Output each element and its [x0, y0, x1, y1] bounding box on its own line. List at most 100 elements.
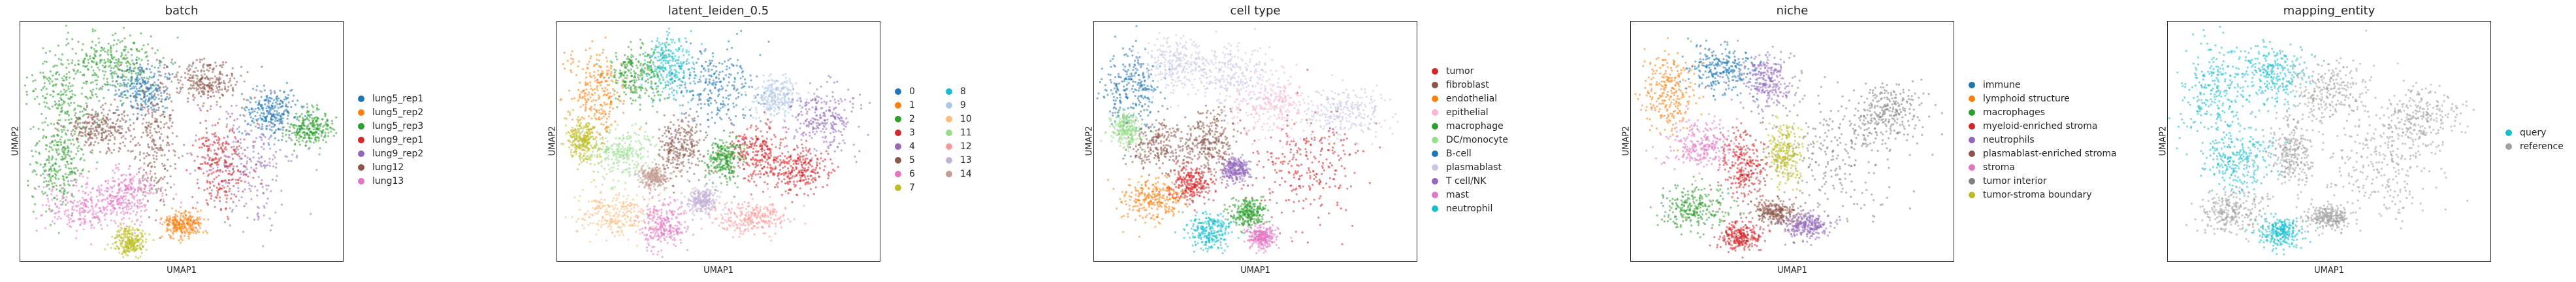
- data-point: [290, 139, 293, 141]
- data-point: [78, 131, 81, 133]
- data-point: [235, 205, 238, 207]
- data-point: [57, 215, 60, 218]
- data-point: [106, 201, 109, 203]
- data-point: [263, 116, 266, 119]
- data-point: [78, 117, 81, 120]
- data-point: [95, 130, 98, 132]
- data-point: [91, 213, 94, 216]
- data-point: [45, 204, 48, 207]
- data-point: [151, 116, 153, 118]
- data-point: [86, 104, 89, 107]
- data-point: [260, 96, 263, 98]
- data-point: [83, 113, 86, 116]
- data-point: [56, 151, 58, 154]
- data-point: [745, 94, 747, 96]
- data-point: [124, 137, 127, 140]
- data-point: [251, 111, 254, 114]
- data-point: [90, 226, 93, 229]
- data-point: [95, 83, 98, 86]
- data-point: [268, 164, 271, 167]
- data-point: [703, 89, 705, 92]
- data-point: [605, 121, 608, 124]
- data-point: [681, 112, 683, 115]
- data-point: [669, 75, 672, 77]
- data-point: [55, 148, 57, 150]
- data-point: [216, 164, 218, 166]
- data-point: [142, 106, 144, 109]
- data-point: [56, 143, 59, 146]
- data-point: [201, 162, 204, 166]
- data-point: [716, 107, 719, 109]
- legend-item: lung9_rep1: [358, 135, 423, 145]
- data-point: [322, 129, 325, 132]
- data-point: [58, 165, 61, 167]
- data-point: [118, 178, 120, 181]
- data-point: [733, 105, 735, 108]
- data-point: [167, 126, 170, 129]
- cluster-points: [95, 48, 193, 128]
- data-point: [742, 114, 745, 116]
- data-point: [148, 92, 151, 95]
- data-point: [168, 144, 170, 147]
- data-point: [65, 196, 68, 198]
- data-point: [709, 102, 713, 105]
- data-point: [261, 107, 263, 109]
- data-point: [647, 73, 650, 75]
- data-point: [217, 122, 219, 124]
- data-point: [308, 133, 311, 136]
- data-point: [202, 66, 204, 69]
- data-point: [56, 218, 59, 220]
- data-point: [140, 114, 143, 116]
- data-point: [86, 68, 89, 71]
- data-point: [87, 139, 89, 141]
- data-point: [161, 235, 163, 238]
- data-point: [106, 77, 108, 80]
- data-point: [157, 126, 160, 129]
- data-point: [150, 191, 152, 194]
- data-point: [662, 65, 664, 68]
- data-point: [103, 198, 105, 201]
- data-point: [153, 73, 156, 75]
- data-point: [227, 86, 230, 88]
- data-point: [240, 162, 242, 165]
- data-point: [634, 86, 637, 88]
- data-point: [57, 211, 60, 213]
- data-point: [142, 100, 145, 103]
- data-point: [251, 145, 254, 147]
- data-point: [240, 157, 242, 160]
- data-point: [67, 147, 70, 149]
- data-point: [231, 129, 234, 132]
- data-point: [170, 61, 173, 63]
- data-point: [84, 209, 87, 213]
- data-point: [238, 145, 240, 148]
- data-point: [75, 181, 78, 184]
- data-point: [160, 94, 163, 97]
- data-point: [584, 109, 587, 112]
- cluster-points: [640, 27, 715, 107]
- data-point: [225, 74, 228, 77]
- data-point: [186, 223, 189, 226]
- data-point: [104, 70, 106, 73]
- data-point: [656, 37, 659, 40]
- data-point: [196, 182, 199, 185]
- data-point: [123, 249, 125, 252]
- data-point: [227, 185, 229, 188]
- data-point: [319, 125, 322, 128]
- data-point: [51, 188, 54, 191]
- data-point: [327, 135, 330, 137]
- data-point: [129, 63, 132, 66]
- data-point: [664, 97, 666, 100]
- data-point: [265, 107, 268, 110]
- data-point: [133, 232, 136, 234]
- data-point: [76, 139, 78, 141]
- data-point: [295, 131, 298, 133]
- data-point: [206, 84, 208, 87]
- data-point: [227, 89, 229, 92]
- data-point: [66, 160, 69, 163]
- data-point: [198, 91, 201, 94]
- data-point: [42, 186, 45, 188]
- data-point: [163, 175, 166, 179]
- data-point: [136, 204, 138, 207]
- data-point: [93, 130, 96, 132]
- data-point: [140, 67, 143, 69]
